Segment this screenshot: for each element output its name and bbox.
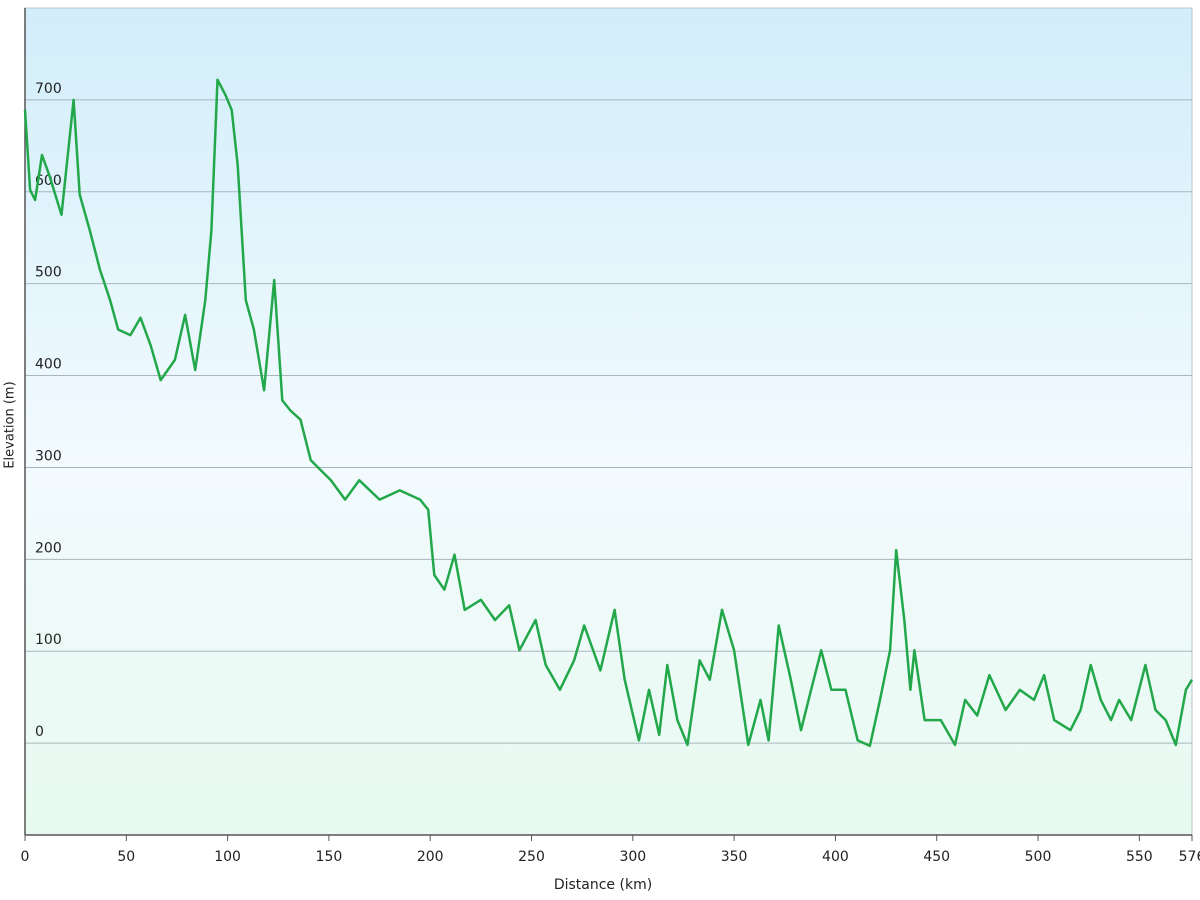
y-tick-label: 400 bbox=[35, 357, 62, 373]
y-tick-label: 600 bbox=[35, 173, 62, 189]
y-tick-label: 100 bbox=[35, 632, 62, 648]
x-tick-label: 200 bbox=[417, 849, 444, 865]
y-tick-label: 200 bbox=[35, 540, 62, 556]
x-tick-label: 550 bbox=[1126, 849, 1153, 865]
x-tick-label: 50 bbox=[117, 849, 135, 865]
x-tick-label: 100 bbox=[214, 849, 241, 865]
y-tick-label: 300 bbox=[35, 448, 62, 464]
y-tick-label: 500 bbox=[35, 265, 62, 281]
x-tick-label: 0 bbox=[21, 849, 30, 865]
x-tick-label: 250 bbox=[518, 849, 545, 865]
x-tick-label: 450 bbox=[923, 849, 950, 865]
y-axis-label: Elevation (m) bbox=[3, 381, 18, 468]
x-tick-label: 150 bbox=[316, 849, 343, 865]
x-tick-label: 500 bbox=[1025, 849, 1052, 865]
elevation-line bbox=[23, 78, 1194, 748]
x-tick-label: 350 bbox=[721, 849, 748, 865]
x-axis-label: Distance (km) bbox=[554, 877, 652, 893]
x-tick-label: 300 bbox=[619, 849, 646, 865]
y-tick-label: 700 bbox=[35, 81, 62, 97]
x-tick-label: 400 bbox=[822, 849, 849, 865]
x-tick-label: 576 bbox=[1179, 849, 1200, 865]
y-tick-label: 0 bbox=[35, 724, 44, 740]
plot-area bbox=[24, 7, 1193, 836]
